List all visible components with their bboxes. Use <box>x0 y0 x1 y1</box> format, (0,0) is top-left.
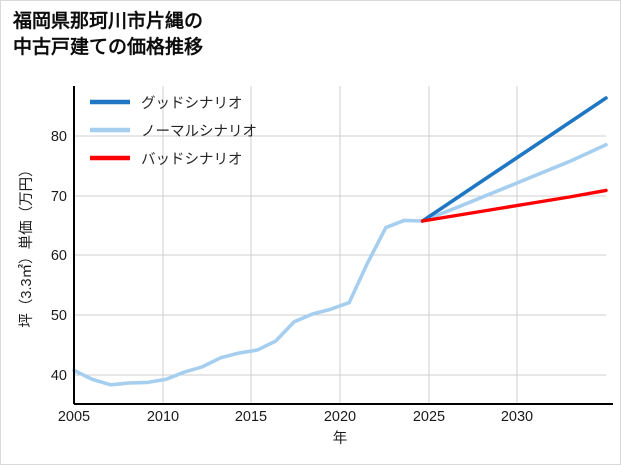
y-tick-50: 50 <box>51 308 67 324</box>
series-line-normal <box>72 143 608 387</box>
x-tick-2030: 2030 <box>501 409 533 425</box>
y-tick-60: 60 <box>51 248 67 264</box>
y-axis-title: 坪（3.3㎡）単価（万円） <box>18 162 35 327</box>
series-line-good <box>420 96 608 223</box>
x-tick-2015: 2015 <box>235 409 267 425</box>
y-tick-labels: 80 70 60 50 40 <box>51 129 67 384</box>
legend-label-bad: バッドシナリオ <box>141 152 243 168</box>
y-tick-70: 70 <box>51 189 67 205</box>
chart-legend: グッドシナリオ ノーマルシナリオ バッドシナリオ <box>90 95 257 168</box>
x-tick-2010: 2010 <box>147 409 179 425</box>
series-line-bad <box>420 188 608 223</box>
x-tick-2025: 2025 <box>413 409 445 425</box>
page-title: 福岡県那珂川市片縄の 中古戸建ての価格推移 <box>13 11 204 58</box>
legend-label-good: グッドシナリオ <box>141 95 243 112</box>
x-tick-labels: 2005 2010 2015 2020 2025 2030 <box>58 409 533 425</box>
x-tick-2005: 2005 <box>58 409 90 425</box>
legend-label-normal: ノーマルシナリオ <box>141 124 257 140</box>
x-axis-title: 年 <box>333 430 348 447</box>
y-tick-40: 40 <box>51 368 67 384</box>
x-tick-2020: 2020 <box>324 409 356 425</box>
y-tick-80: 80 <box>51 129 67 145</box>
